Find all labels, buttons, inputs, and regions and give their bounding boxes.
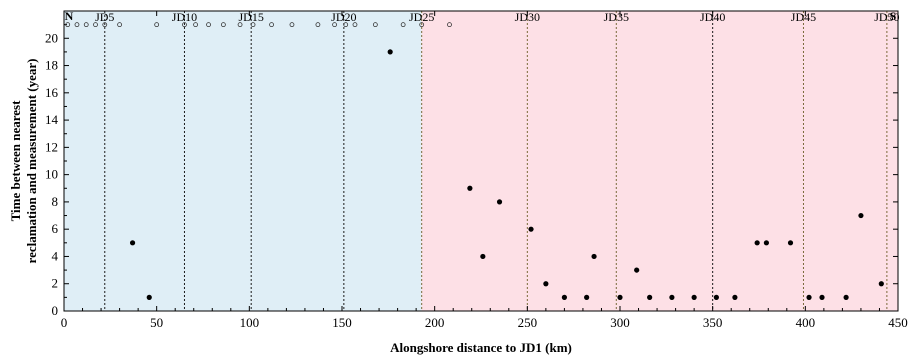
y-axis-label-line-2: reclamation and measurement (year)	[24, 59, 39, 264]
data-point-filled	[467, 185, 473, 191]
data-point-open	[419, 22, 425, 28]
y-tick-label: 20	[45, 30, 58, 45]
x-tick-label: 50	[150, 315, 163, 330]
data-points	[65, 22, 884, 300]
data-point-filled	[819, 294, 825, 300]
data-point-open	[65, 22, 71, 28]
data-point-open	[74, 22, 80, 28]
data-point-open	[102, 22, 108, 28]
data-point-filled	[806, 294, 812, 300]
x-tick-label: 350	[703, 315, 723, 330]
x-tick-label: 450	[888, 315, 908, 330]
data-point-filled	[647, 294, 653, 300]
x-axis-ticks: 0 50 100 150 200 250 300 350 400 450	[61, 11, 908, 330]
data-point-filled	[543, 281, 549, 287]
x-tick-label: 200	[425, 315, 445, 330]
jd-label-jd20: JD20	[331, 10, 356, 24]
data-point-filled	[591, 253, 597, 260]
region-backgrounds	[64, 11, 898, 311]
data-point-open	[343, 22, 349, 28]
data-point-filled	[858, 212, 864, 219]
y-tick-label: 14	[45, 112, 59, 127]
data-point-filled	[713, 294, 719, 300]
data-point-open	[447, 22, 452, 28]
data-point-filled	[496, 199, 503, 205]
data-point-filled	[691, 294, 697, 300]
data-point-filled	[754, 240, 760, 246]
x-tick-label: 150	[332, 315, 352, 330]
data-point-filled	[617, 294, 623, 300]
data-point-filled	[480, 253, 486, 260]
data-point-filled	[843, 294, 849, 300]
data-point-open	[352, 22, 358, 28]
data-point-open	[182, 22, 187, 28]
data-point-open	[400, 22, 406, 28]
jd-label-jd10: JD10	[172, 10, 197, 24]
x-tick-label: 300	[610, 315, 630, 330]
data-point-open	[83, 22, 89, 28]
data-point-filled	[387, 49, 393, 55]
data-point-filled	[528, 226, 534, 232]
jd-label-jd50: JD50	[874, 10, 899, 24]
jd-marker-lines: JD5 JD10 JD15 JD20 JD25 JD30 JD35 JD40 JD45 JD50	[95, 10, 900, 311]
data-point-filled	[732, 294, 738, 300]
jd-label-jd45: JD45	[791, 10, 816, 24]
y-tick-label: 2	[52, 276, 59, 291]
data-point-open	[237, 22, 243, 28]
data-point-open	[269, 22, 274, 28]
x-tick-label: 250	[518, 315, 538, 330]
data-point-filled	[584, 294, 590, 300]
y-tick-label: 0	[52, 303, 59, 318]
jd-label-jd15: JD15	[239, 10, 264, 24]
jd-label-jd5: JD5	[95, 10, 114, 24]
region-band-2	[421, 11, 898, 311]
data-point-filled	[146, 294, 152, 300]
jd-label-jd35: JD35	[604, 10, 629, 24]
y-tick-label: 10	[45, 167, 58, 182]
data-point-filled	[787, 240, 794, 246]
data-point-open	[117, 22, 122, 28]
x-tick-label: 0	[61, 315, 68, 330]
jd-label-jd25: JD25	[409, 10, 434, 24]
data-point-open	[372, 22, 378, 28]
y-axis-ticks: 0 2 4 6 8 10 12 14 16 18 20	[45, 24, 898, 318]
jd-label-jd30: JD30	[515, 10, 540, 24]
data-point-filled	[763, 240, 770, 246]
data-point-filled	[669, 294, 675, 300]
data-point-filled	[129, 240, 136, 246]
x-tick-label: 100	[240, 315, 260, 330]
data-point-open	[289, 22, 295, 28]
data-point-open	[332, 22, 337, 28]
y-tick-label: 16	[45, 85, 59, 100]
y-tick-label: 4	[52, 248, 59, 263]
y-tick-label: 18	[45, 58, 58, 73]
y-tick-label: 12	[45, 139, 58, 154]
data-point-open	[193, 22, 198, 28]
data-point-filled	[878, 281, 884, 287]
data-point-open	[154, 22, 160, 28]
y-axis-label-line-1: Time between nearest	[8, 100, 23, 221]
south-label: S	[890, 9, 897, 23]
data-point-open	[220, 22, 226, 28]
data-point-open	[315, 22, 321, 28]
y-tick-label: 6	[52, 221, 59, 236]
x-axis-label: Alongshore distance to JD1 (km)	[390, 340, 572, 355]
data-point-filled	[634, 267, 640, 273]
north-label: N	[65, 9, 74, 23]
data-point-filled	[561, 294, 568, 300]
y-tick-label: 8	[52, 194, 59, 209]
x-tick-label: 400	[796, 315, 816, 330]
region-band-1	[64, 11, 422, 311]
data-point-open	[250, 22, 256, 28]
data-point-open	[206, 22, 211, 28]
jd-label-jd40: JD40	[700, 10, 725, 24]
data-point-open	[93, 22, 98, 28]
